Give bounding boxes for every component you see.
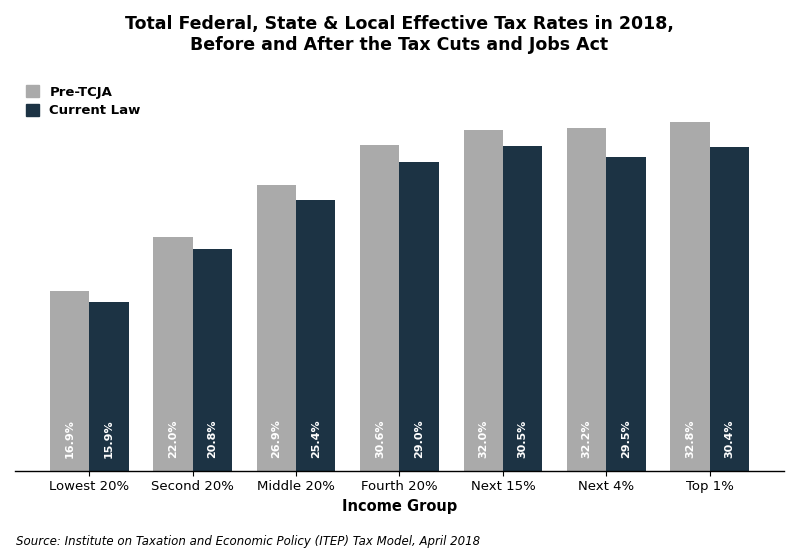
- Bar: [193, 250, 232, 471]
- Bar: [50, 291, 89, 471]
- Text: 20.8%: 20.8%: [207, 419, 217, 458]
- Text: Source: Institute on Taxation and Economic Policy (ITEP) Tax Model, April 2018: Source: Institute on Taxation and Econom…: [16, 535, 480, 548]
- Text: 29.5%: 29.5%: [621, 419, 631, 458]
- Bar: [503, 146, 543, 471]
- Text: 32.8%: 32.8%: [685, 419, 695, 458]
- Bar: [296, 201, 336, 471]
- Text: 30.6%: 30.6%: [375, 419, 385, 458]
- Text: 16.9%: 16.9%: [65, 419, 74, 458]
- Text: 22.0%: 22.0%: [168, 419, 178, 458]
- Bar: [670, 122, 710, 471]
- Text: 15.9%: 15.9%: [104, 419, 114, 458]
- Bar: [463, 130, 503, 471]
- Bar: [710, 147, 749, 471]
- Text: 32.2%: 32.2%: [582, 419, 592, 458]
- Bar: [567, 128, 606, 471]
- Text: 26.9%: 26.9%: [272, 419, 281, 458]
- Bar: [89, 301, 129, 471]
- Text: 30.5%: 30.5%: [518, 420, 527, 458]
- Text: 30.4%: 30.4%: [725, 419, 734, 458]
- X-axis label: Income Group: Income Group: [342, 499, 457, 514]
- Title: Total Federal, State & Local Effective Tax Rates in 2018,
Before and After the T: Total Federal, State & Local Effective T…: [125, 15, 674, 54]
- Legend: Pre-TCJA, Current Law: Pre-TCJA, Current Law: [22, 81, 145, 121]
- Bar: [153, 237, 193, 471]
- Text: 25.4%: 25.4%: [311, 419, 320, 458]
- Text: 32.0%: 32.0%: [479, 419, 488, 458]
- Bar: [256, 185, 296, 471]
- Text: 29.0%: 29.0%: [414, 419, 424, 458]
- Bar: [360, 145, 400, 471]
- Bar: [400, 162, 439, 471]
- Bar: [606, 157, 646, 471]
